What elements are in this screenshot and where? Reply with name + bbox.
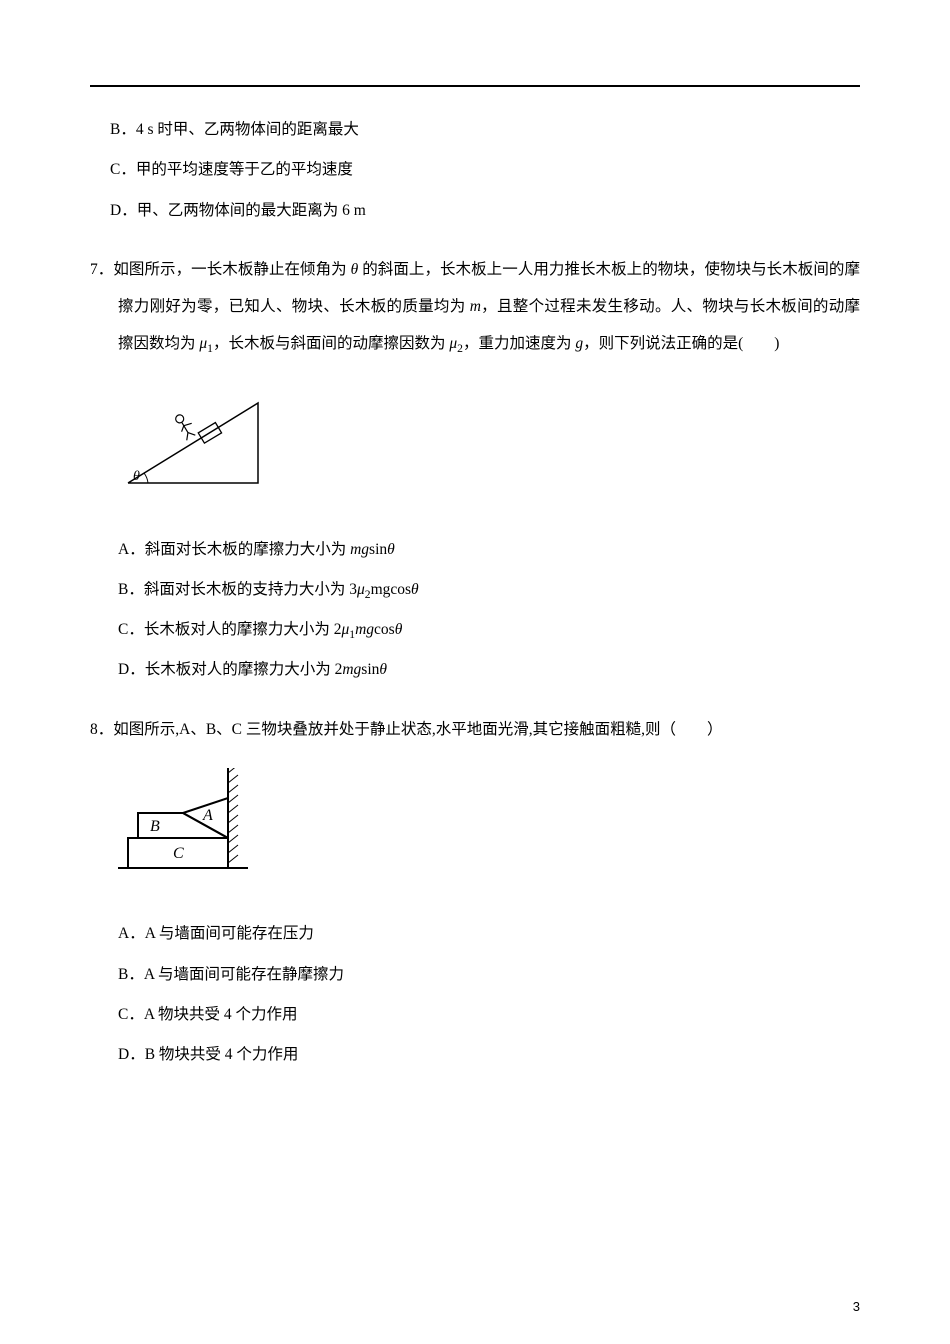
q6-option-b: B．4 s 时甲、乙两物体间的距离最大 xyxy=(110,110,860,150)
q8-text: 如图所示,A、B、C 三物块叠放并处于静止状态,水平地面光滑,其它接触面粗糙,则… xyxy=(113,721,722,738)
q7-t4: ，重力加速度为 xyxy=(463,335,575,352)
q7-t0: 如图所示，一长木板静止在倾角为 xyxy=(113,261,350,278)
q8-options: A．A 与墙面间可能存在压力 B．A 与墙面间可能存在静摩擦力 C．A 物块共受… xyxy=(118,914,860,1075)
q8-option-d: D．B 物块共受 4 个力作用 xyxy=(118,1035,860,1075)
question-8: 8．如图所示,A、B、C 三物块叠放并处于静止状态,水平地面光滑,其它接触面粗糙… xyxy=(90,711,860,1076)
q7c-mg: mg xyxy=(355,621,374,638)
q7-option-a: A．斜面对长木板的摩擦力大小为 mgsinθ xyxy=(118,530,860,570)
q7c-theta: θ xyxy=(395,621,403,638)
question-7: 7．如图所示，一长木板静止在倾角为 θ 的斜面上，长木板上一人用力推长木板上的物… xyxy=(90,251,860,691)
q7-option-d: D．长木板对人的摩擦力大小为 2mgsinθ xyxy=(118,650,860,690)
q7b-theta: θ xyxy=(411,581,419,598)
q7a-pre: A．斜面对长木板的摩擦力大小为 xyxy=(118,541,350,558)
label-c: C xyxy=(173,845,184,862)
q7d-theta: θ xyxy=(379,661,387,678)
q8-num: 8． xyxy=(90,721,113,738)
q7-stem: 7．如图所示，一长木板静止在倾角为 θ 的斜面上，长木板上一人用力推长木板上的物… xyxy=(90,251,860,363)
q7-option-c: C．长木板对人的摩擦力大小为 2μ1mgcosθ xyxy=(118,610,860,650)
q7a-mg: mg xyxy=(350,541,369,558)
q7a-theta: θ xyxy=(387,541,395,558)
q7c-pre: C．长木板对人的摩擦力大小为 2 xyxy=(118,621,341,638)
q7-option-b: B．斜面对长木板的支持力大小为 3μ2mgcosθ xyxy=(118,570,860,610)
q7-figure: θ xyxy=(118,383,860,509)
q6-option-c: C．甲的平均速度等于乙的平均速度 xyxy=(110,150,860,190)
label-b: B xyxy=(150,818,160,835)
q7b-mid: mgcos xyxy=(371,581,411,598)
q8-figure: C B A xyxy=(118,768,860,894)
q7-options: A．斜面对长木板的摩擦力大小为 mgsinθ B．斜面对长木板的支持力大小为 3… xyxy=(118,530,860,691)
q7b-mu: μ xyxy=(357,581,365,598)
q6-option-d: D．甲、乙两物体间的最大距离为 6 m xyxy=(110,191,860,231)
label-a: A xyxy=(202,807,213,824)
q8-stem: 8．如图所示,A、B、C 三物块叠放并处于静止状态,水平地面光滑,其它接触面粗糙… xyxy=(90,711,860,748)
q7b-pre: B．斜面对长木板的支持力大小为 3 xyxy=(118,581,357,598)
g-symbol: g xyxy=(575,335,583,352)
content-area: B．4 s 时甲、乙两物体间的距离最大 C．甲的平均速度等于乙的平均速度 D．甲… xyxy=(90,110,860,1075)
mu1-symbol: μ xyxy=(199,335,207,352)
page: B．4 s 时甲、乙两物体间的距离最大 C．甲的平均速度等于乙的平均速度 D．甲… xyxy=(0,0,950,1344)
mu2-symbol: μ xyxy=(449,335,457,352)
page-number: 3 xyxy=(853,1299,860,1314)
m-symbol: m xyxy=(470,298,481,315)
q7d-pre: D．长木板对人的摩擦力大小为 2 xyxy=(118,661,342,678)
q8-option-a: A．A 与墙面间可能存在压力 xyxy=(118,914,860,954)
q8-option-b: B．A 与墙面间可能存在静摩擦力 xyxy=(118,955,860,995)
header-rule xyxy=(90,85,860,87)
q7-t3: ，长木板与斜面间的动摩擦因数为 xyxy=(213,335,449,352)
q7d-mg: mg xyxy=(342,661,361,678)
q7-num: 7． xyxy=(90,261,113,278)
q7a-sin: sin xyxy=(369,541,387,558)
q7c-cos: cos xyxy=(374,621,395,638)
q7d-sin: sin xyxy=(361,661,379,678)
q7-t5: ，则下列说法正确的是( ) xyxy=(583,335,779,352)
theta-label: θ xyxy=(133,469,140,484)
q8-option-c: C．A 物块共受 4 个力作用 xyxy=(118,995,860,1035)
stacked-blocks-diagram: C B A xyxy=(118,768,258,878)
incline-diagram: θ xyxy=(118,383,268,493)
